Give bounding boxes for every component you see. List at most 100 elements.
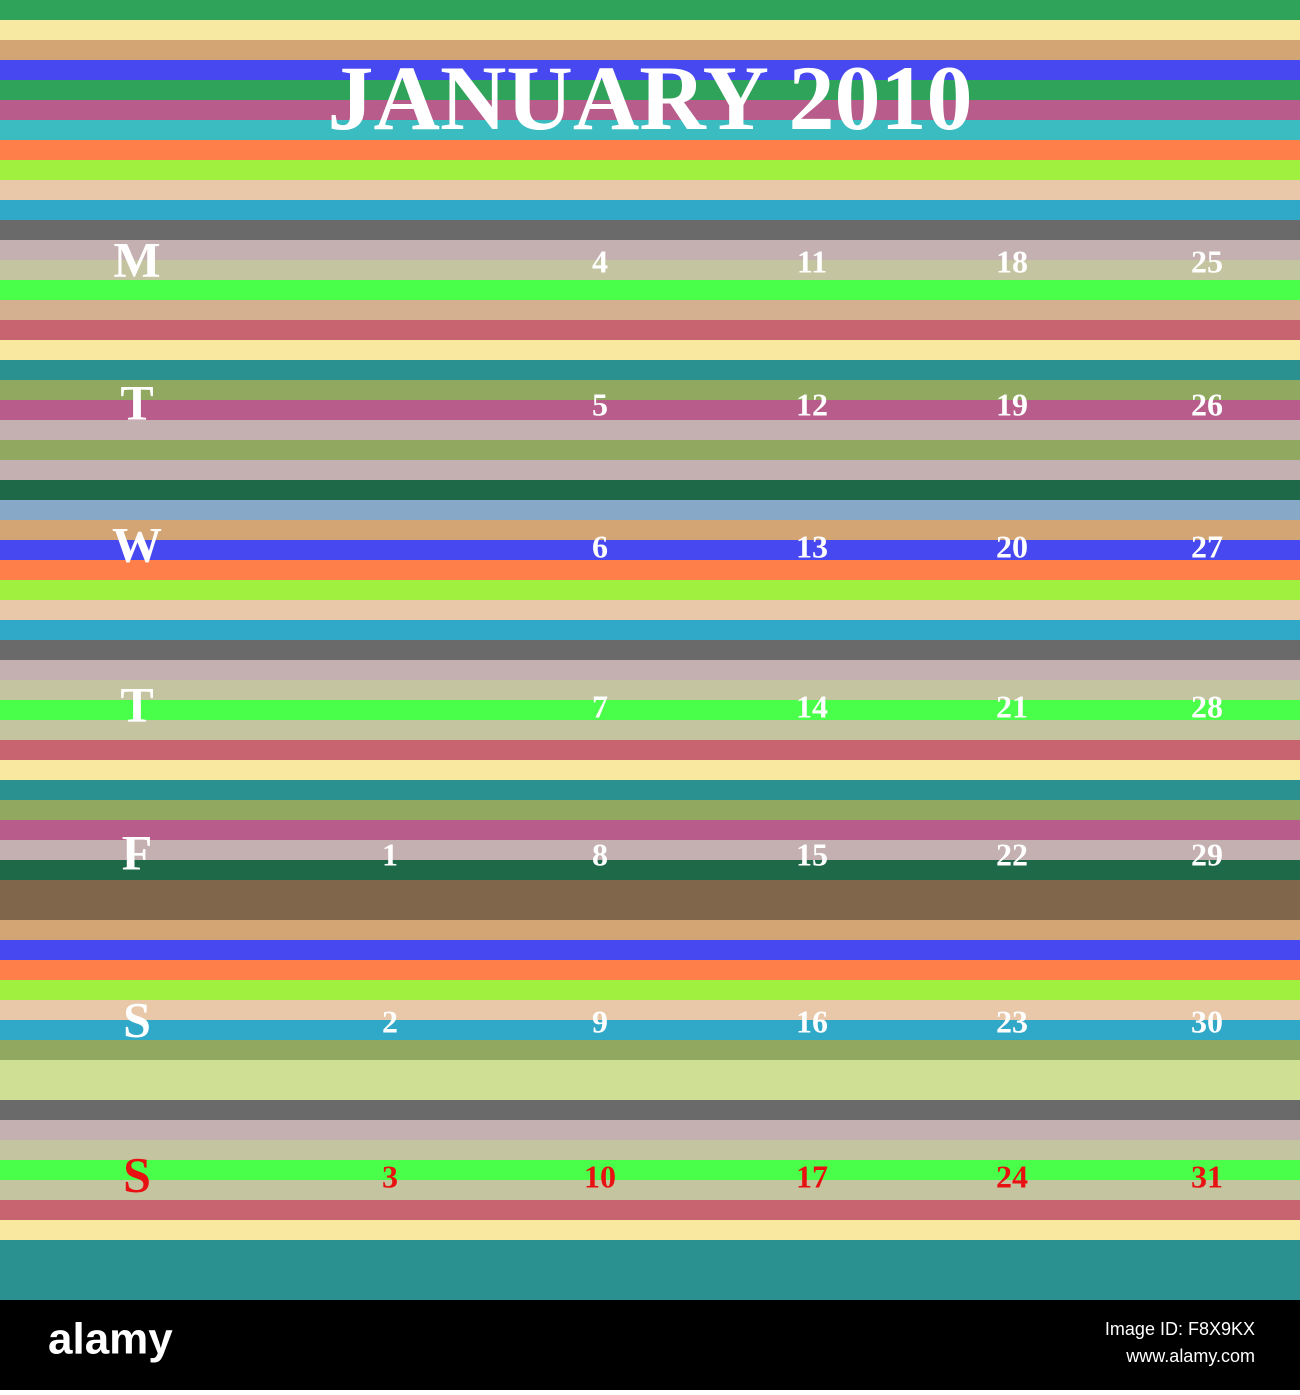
stripe <box>0 440 1300 460</box>
date: 21 <box>996 688 1028 724</box>
date: 30 <box>1191 1003 1223 1039</box>
stripe <box>0 0 1300 20</box>
stripe <box>0 1260 1300 1280</box>
date: 15 <box>796 836 828 872</box>
stripe <box>0 1080 1300 1100</box>
date: 26 <box>1191 386 1223 422</box>
date: 11 <box>797 243 827 279</box>
stripe <box>0 960 1300 980</box>
stripe <box>0 520 1300 540</box>
stripe <box>0 420 1300 440</box>
stripe <box>0 1280 1300 1300</box>
stripe <box>0 540 1300 560</box>
stripe <box>0 200 1300 220</box>
stripe <box>0 1240 1300 1260</box>
stripe <box>0 340 1300 360</box>
stripe <box>0 160 1300 180</box>
date: 7 <box>592 688 608 724</box>
weekday-label: S <box>123 1146 151 1202</box>
stripe <box>0 1120 1300 1140</box>
weekday-label: F <box>122 824 153 880</box>
date: 14 <box>796 688 828 724</box>
date: 8 <box>592 836 608 872</box>
stripe <box>0 980 1300 1000</box>
stripe <box>0 1220 1300 1240</box>
date: 4 <box>592 243 608 279</box>
stripe <box>0 380 1300 400</box>
date: 27 <box>1191 528 1223 564</box>
date: 6 <box>592 528 608 564</box>
footer-band <box>0 1300 1300 1390</box>
calendar-grid: M 4 11 18 25T 5 12 19 26W 6 13 20 27T 7 14 21 28F 1 8 15 22 2… <box>112 231 1223 1202</box>
date: 13 <box>796 528 828 564</box>
date: 2 <box>382 1003 398 1039</box>
stripe <box>0 1000 1300 1020</box>
stripe <box>0 600 1300 620</box>
date: 23 <box>996 1003 1028 1039</box>
stripe <box>0 100 1300 120</box>
stripe <box>0 760 1300 780</box>
stripe <box>0 1180 1300 1200</box>
stripe <box>0 560 1300 580</box>
date: 9 <box>592 1003 608 1039</box>
title: JANUARY 2010 <box>328 47 973 149</box>
stripe <box>0 840 1300 860</box>
stripe <box>0 20 1300 40</box>
weekday-label: T <box>120 374 153 430</box>
stripe <box>0 720 1300 740</box>
stripe <box>0 860 1300 880</box>
date: 17 <box>796 1158 828 1194</box>
date: 16 <box>796 1003 828 1039</box>
stripe <box>0 60 1300 80</box>
stripe <box>0 240 1300 260</box>
stripe <box>0 940 1300 960</box>
stripes <box>0 0 1300 1300</box>
date: 25 <box>1191 243 1223 279</box>
date: 3 <box>382 1158 398 1194</box>
stripe <box>0 920 1300 940</box>
date: 19 <box>996 386 1028 422</box>
stripe <box>0 1020 1300 1040</box>
weekday-label: S <box>123 991 151 1047</box>
stripe <box>0 1040 1300 1060</box>
stripe <box>0 280 1300 300</box>
stripe <box>0 1160 1300 1180</box>
weekday-label: T <box>120 676 153 732</box>
stripe <box>0 140 1300 160</box>
date: 31 <box>1191 1158 1223 1194</box>
stripe <box>0 500 1300 520</box>
stripe <box>0 680 1300 700</box>
date: 29 <box>1191 836 1223 872</box>
stripe <box>0 260 1300 280</box>
stripe <box>0 300 1300 320</box>
date: 22 <box>996 836 1028 872</box>
stripe <box>0 700 1300 720</box>
date: 12 <box>796 386 828 422</box>
stripe <box>0 180 1300 200</box>
date: 20 <box>996 528 1028 564</box>
stripe <box>0 780 1300 800</box>
date: 24 <box>996 1158 1028 1194</box>
stripe <box>0 80 1300 100</box>
date: 1 <box>382 836 398 872</box>
image-id: Image ID: F8X9KX <box>1105 1319 1255 1339</box>
stripe <box>0 800 1300 820</box>
date: 28 <box>1191 688 1223 724</box>
stripe <box>0 660 1300 680</box>
stripe <box>0 400 1300 420</box>
date: 5 <box>592 386 608 422</box>
stripe <box>0 820 1300 840</box>
date: 18 <box>996 243 1028 279</box>
weekday-label: W <box>112 516 162 572</box>
stripe <box>0 900 1300 920</box>
stripe <box>0 1140 1300 1160</box>
stripe <box>0 120 1300 140</box>
stripe <box>0 480 1300 500</box>
stripe <box>0 40 1300 60</box>
stripe <box>0 1100 1300 1120</box>
stripe <box>0 1060 1300 1080</box>
stripe <box>0 460 1300 480</box>
stripe <box>0 880 1300 900</box>
stripe <box>0 360 1300 380</box>
